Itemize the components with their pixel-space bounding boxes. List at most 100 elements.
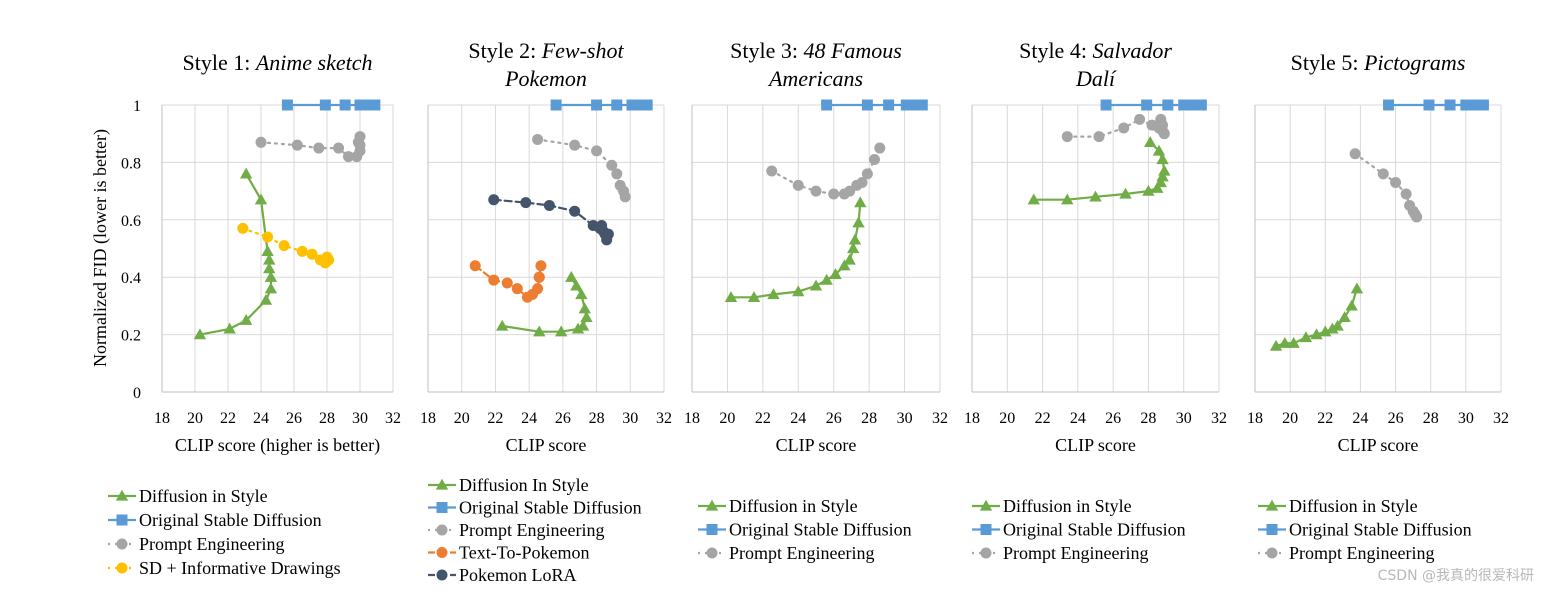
chart-title-plain: Style 2: — [468, 38, 541, 63]
x-tick-label: 18 — [684, 410, 700, 427]
data-point — [488, 194, 499, 205]
x-tick-label: 20 — [999, 410, 1015, 427]
x-tick-label: 22 — [220, 410, 236, 427]
x-tick-label: 26 — [286, 410, 302, 427]
chart-title-plain: Style 4: — [1019, 38, 1092, 63]
data-point — [1094, 131, 1105, 142]
data-point — [821, 100, 832, 111]
data-point — [852, 216, 864, 227]
data-point — [470, 260, 481, 271]
data-point — [262, 232, 273, 243]
legend-marker — [437, 525, 448, 536]
chart-title: Style 5: Pictograms — [1291, 50, 1466, 75]
series-3 — [766, 143, 885, 200]
x-tick-label: 22 — [755, 410, 771, 427]
legend-entry: Prompt Engineering — [698, 543, 874, 563]
series-line — [731, 203, 860, 298]
x-tick-label: 22 — [487, 410, 503, 427]
legend-label: Original Stable Diffusion — [729, 520, 912, 540]
data-point — [1118, 122, 1129, 133]
x-tick-label: 30 — [1176, 410, 1192, 427]
data-point — [766, 166, 777, 177]
data-point — [520, 197, 531, 208]
chart-title-italic: Anime sketch — [254, 50, 373, 75]
x-tick-label: 32 — [656, 410, 672, 427]
legend-entry: Original Stable Diffusion — [698, 520, 912, 540]
legend-label: SD + Informative Drawings — [139, 558, 341, 578]
data-point — [1478, 100, 1489, 111]
data-point — [862, 168, 873, 179]
legend-entry: Original Stable Diffusion — [972, 520, 1186, 540]
data-point — [820, 274, 832, 285]
series-3 — [256, 131, 366, 162]
data-point — [1383, 100, 1394, 111]
y-tick-label: 0.8 — [121, 155, 141, 172]
data-point — [611, 100, 622, 111]
legend-label: Prompt Engineering — [1289, 543, 1434, 563]
legend-marker — [117, 515, 128, 526]
chart-title-italic: Salvador — [1092, 38, 1172, 63]
data-point — [488, 275, 499, 286]
legend-entry: SD + Informative Drawings — [108, 558, 341, 578]
data-point — [793, 180, 804, 191]
data-point — [237, 223, 248, 234]
x-tick-label: 32 — [932, 410, 948, 427]
legend-entry: Text-To-Pokemon — [428, 543, 589, 563]
legend-marker — [707, 548, 718, 559]
series-1 — [725, 196, 867, 302]
x-tick-label: 20 — [1282, 410, 1298, 427]
x-tick-label: 26 — [555, 410, 571, 427]
series-2 — [821, 100, 928, 111]
x-tick-label: 28 — [1140, 410, 1156, 427]
series-2 — [1101, 100, 1207, 111]
chart-title: Style 1: Anime sketch — [182, 50, 372, 75]
x-tick-label: 26 — [1388, 410, 1404, 427]
data-point — [874, 143, 885, 154]
data-point — [255, 194, 267, 205]
legend-marker — [437, 547, 448, 558]
data-point — [1445, 100, 1456, 111]
chart-title-plain: Style 5: — [1291, 50, 1364, 75]
chart-title: Style 2: Few-shot — [468, 38, 624, 63]
x-tick-label: 24 — [521, 410, 537, 427]
x-axis-label: CLIP score — [1338, 435, 1419, 455]
x-tick-label: 30 — [897, 410, 913, 427]
data-point — [1155, 114, 1166, 125]
data-point — [297, 246, 308, 257]
legend-entry: Pokemon LoRA — [428, 565, 577, 585]
legend-marker — [981, 524, 992, 535]
x-axis-label: CLIP score — [506, 435, 587, 455]
legend-entry: Diffusion In Style — [428, 475, 589, 495]
data-point — [322, 252, 333, 263]
x-tick-label: 28 — [319, 410, 335, 427]
x-tick-label: 32 — [1211, 410, 1227, 427]
series-4 — [237, 223, 334, 268]
data-point — [642, 100, 653, 111]
series-2 — [282, 100, 380, 111]
series-2 — [551, 100, 653, 111]
data-point — [292, 140, 303, 151]
legend-label: Diffusion in Style — [1003, 496, 1132, 516]
legend-label: Prompt Engineering — [729, 543, 874, 563]
x-tick-label: 26 — [1105, 410, 1121, 427]
data-point — [1351, 282, 1363, 293]
data-point — [261, 245, 273, 256]
legend-label: Prompt Engineering — [1003, 543, 1148, 563]
data-point — [849, 234, 861, 245]
series-2 — [1383, 100, 1489, 111]
legend-marker — [117, 563, 128, 574]
series-1 — [1270, 282, 1363, 350]
legend-label: Prompt Engineering — [459, 520, 604, 540]
x-tick-label: 20 — [454, 410, 470, 427]
data-point — [496, 320, 508, 331]
legend-label: Original Stable Diffusion — [1003, 520, 1186, 540]
x-tick-label: 32 — [1493, 410, 1509, 427]
x-tick-label: 18 — [420, 410, 436, 427]
x-tick-label: 28 — [1423, 410, 1439, 427]
chart-title-line2: Dalí — [1075, 66, 1117, 91]
legend-label: Diffusion in Style — [729, 496, 858, 516]
x-tick-label: 32 — [385, 410, 401, 427]
x-tick-label: 30 — [1458, 410, 1474, 427]
data-point — [279, 240, 290, 251]
data-point — [260, 294, 272, 305]
